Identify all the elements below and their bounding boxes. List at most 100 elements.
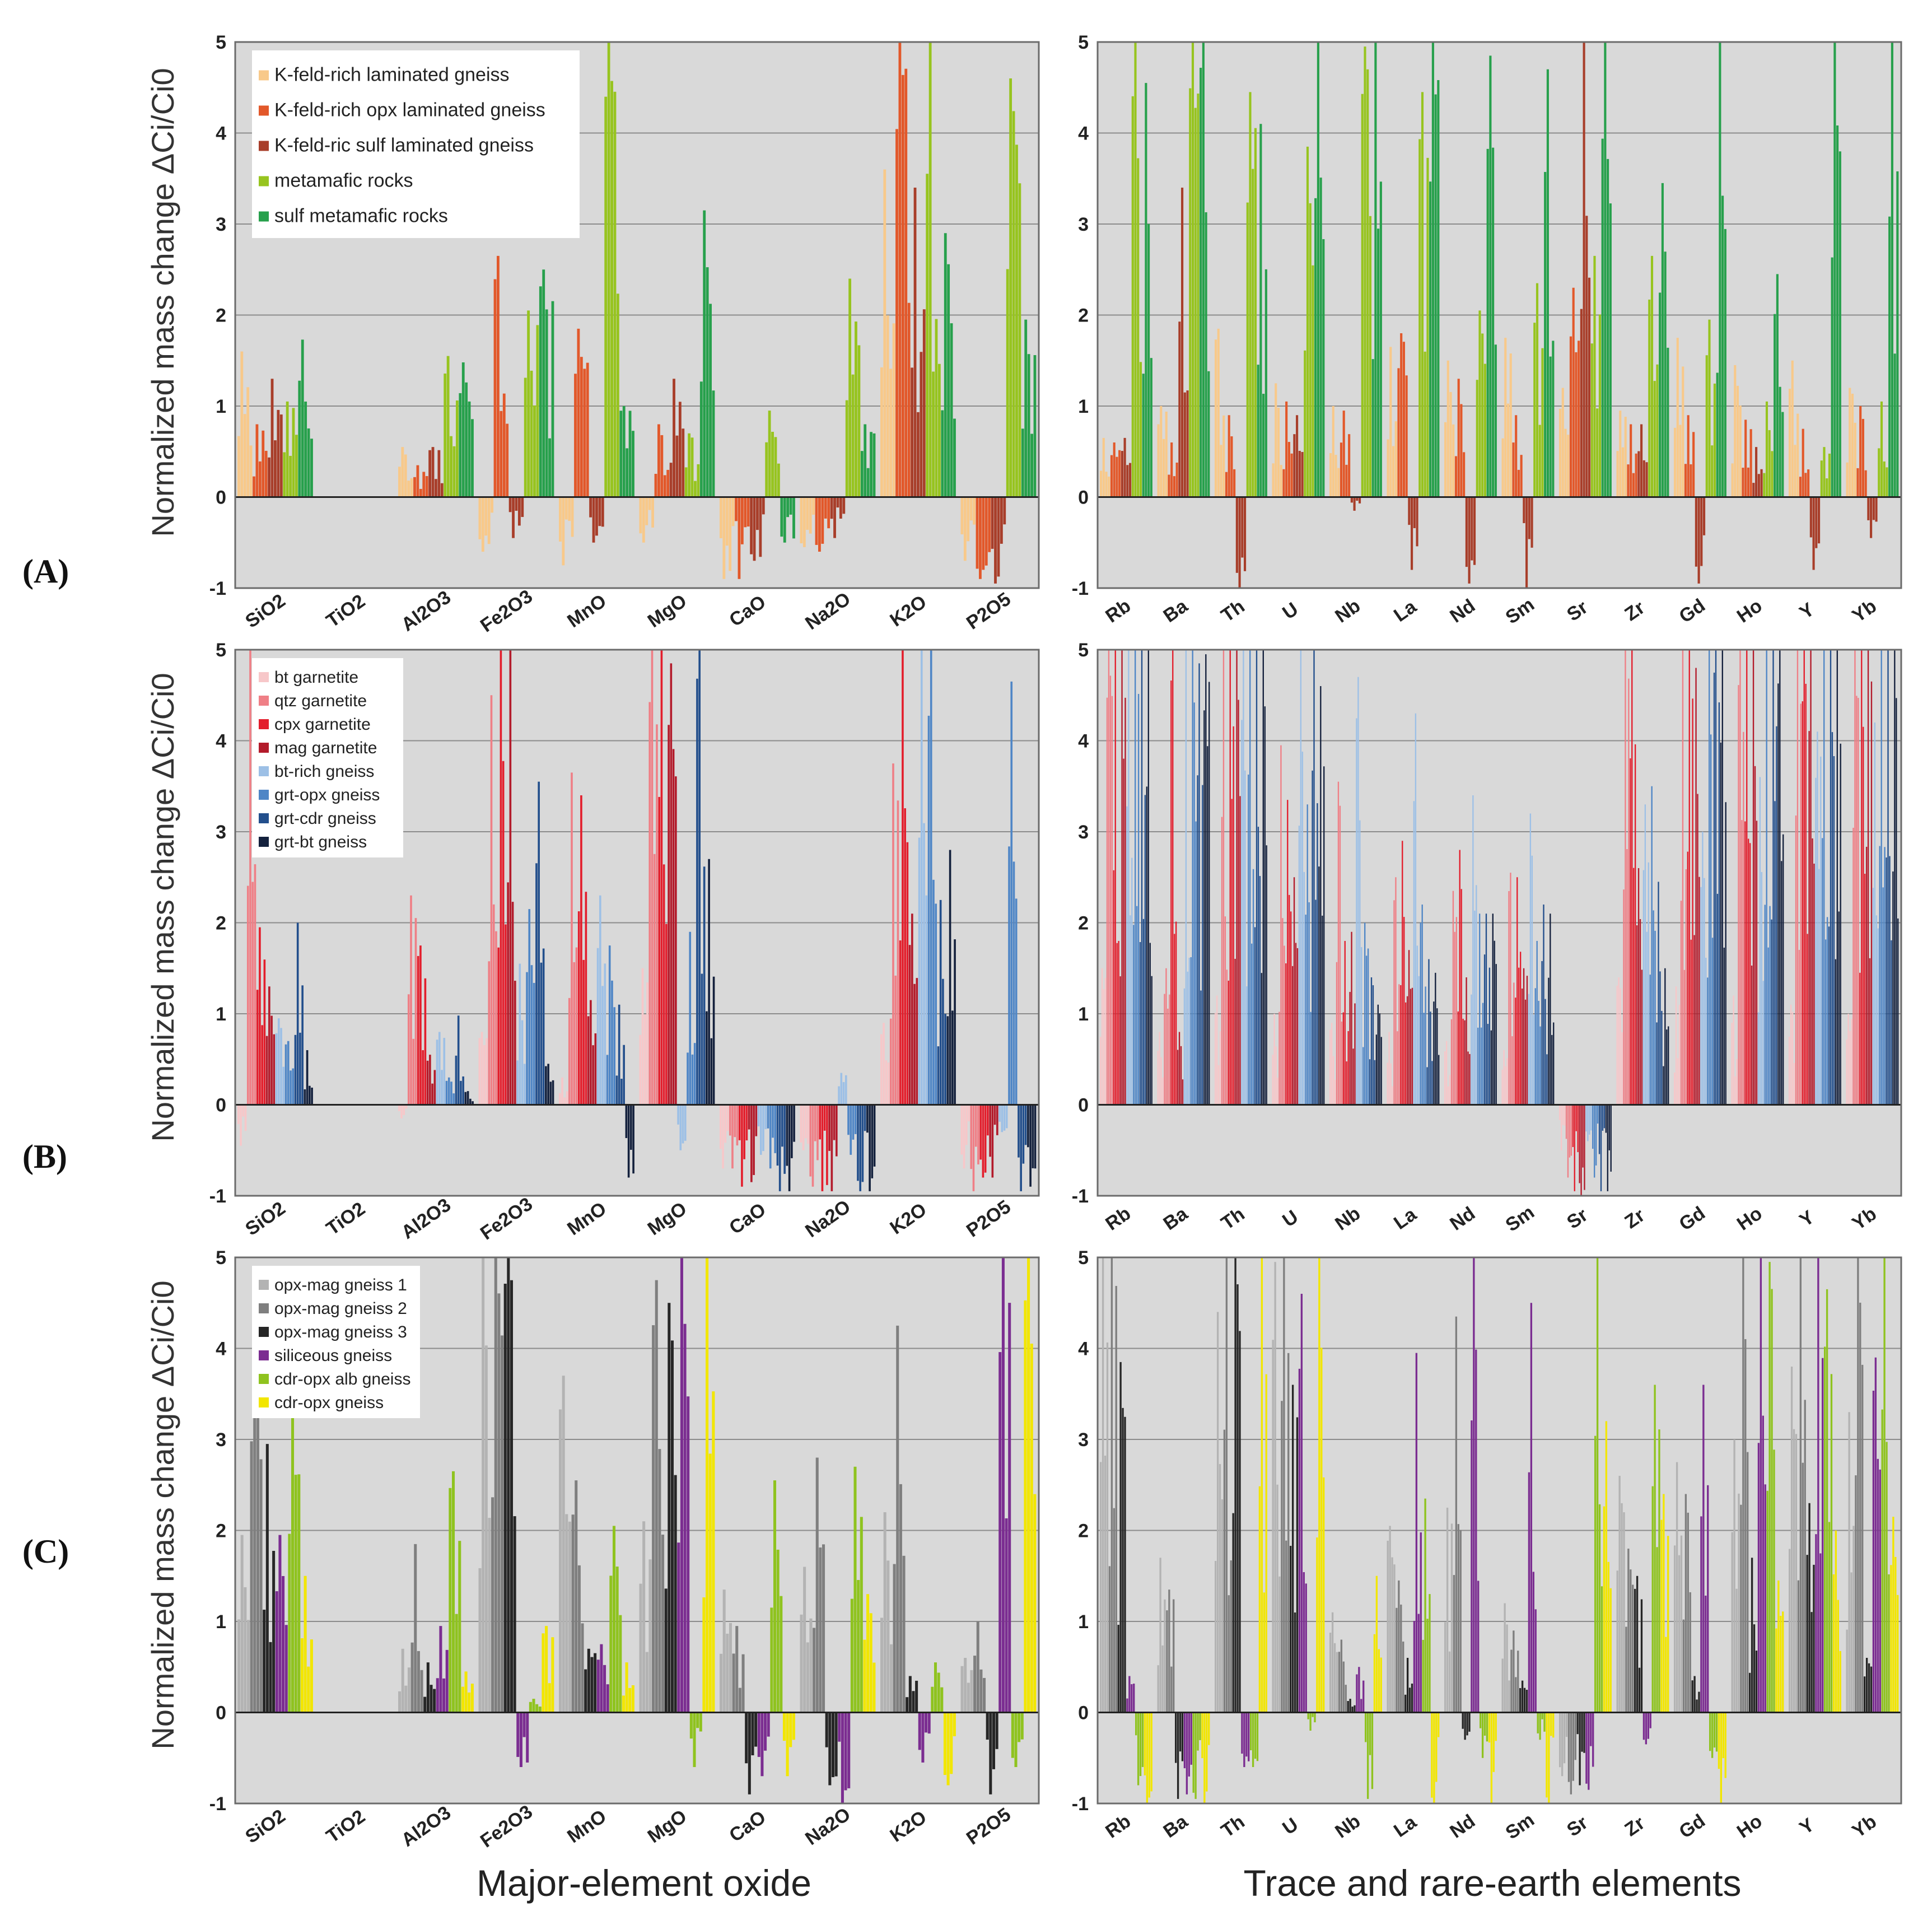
bar-mag-garnetite-y xyxy=(1808,731,1810,1105)
bar-grt-bt-gneiss-cao xyxy=(791,1104,793,1158)
bar-k-feld-rich-opx-laminated-gneiss-la xyxy=(1400,333,1403,497)
bar-sulf-metamafic-rocks-al2o3 xyxy=(465,382,468,497)
x-tick-tio2: TiO2 xyxy=(323,590,369,632)
bar-opx-mag-gneiss-2-p2o5 xyxy=(979,1669,983,1713)
bar-cpx-garnetite-fe2o3 xyxy=(497,947,500,1105)
bar-sulf-metamafic-rocks-fe2o3 xyxy=(548,438,551,497)
bar-k-feld-rich-opx-laminated-gneiss-sio2 xyxy=(264,450,268,497)
bar-grt-bt-gneiss-y xyxy=(1835,959,1837,1105)
bar-opx-mag-gneiss-3-k2o xyxy=(906,1697,909,1713)
bar-cpx-garnetite-mgo xyxy=(662,864,665,1105)
bar-opx-mag-gneiss-2-nd xyxy=(1457,1524,1459,1713)
bar-opx-mag-gneiss-3-mno xyxy=(587,1648,590,1713)
bar-grt-bt-gneiss-sm xyxy=(1550,913,1551,1105)
bar-sulf-metamafic-rocks-ba xyxy=(1200,68,1202,497)
bar-siliceous-gneiss-sm xyxy=(1528,1472,1530,1713)
bar-metamafic-rocks-zr xyxy=(1648,299,1651,497)
bar-sulf-metamafic-rocks-mgo xyxy=(699,381,703,497)
bar-cdr-opx-gneiss-p2o5 xyxy=(1024,1300,1027,1713)
bar-k-feld-rich-laminated-gneiss-zr xyxy=(1624,417,1627,497)
bar-bt-rich-gneiss-rb xyxy=(1128,650,1130,1105)
bar-opx-mag-gneiss-2-gd xyxy=(1687,1512,1689,1713)
bar-opx-mag-gneiss-1-u xyxy=(1276,1484,1278,1713)
bar-bt-rich-gneiss-th xyxy=(1246,986,1248,1105)
bar-opx-mag-gneiss-3-sr xyxy=(1576,1712,1579,1735)
bar-bt-rich-gneiss-la xyxy=(1415,713,1417,1105)
bar-opx-mag-gneiss-2-zr xyxy=(1630,1569,1632,1713)
bar-mag-garnetite-mgo xyxy=(670,663,673,1105)
bar-grt-opx-gneiss-na2o xyxy=(850,1104,852,1155)
bar-sulf-metamafic-rocks-nb xyxy=(1379,181,1382,497)
bar-grt-bt-gneiss-p2o5 xyxy=(1027,1104,1029,1148)
bar-siliceous-gneiss-ho xyxy=(1757,1443,1760,1713)
bar-k-feld-rich-laminated-gneiss-sr xyxy=(1564,428,1567,497)
bar-sulf-metamafic-rocks-na2o xyxy=(870,432,872,497)
bar-k-feld-rich-laminated-gneiss-mno xyxy=(559,497,562,542)
bar-k-feld-ric-sulf-laminated-gneiss-fe2o3 xyxy=(521,497,524,518)
bar-sulf-metamafic-rocks-la xyxy=(1429,181,1432,497)
legend-swatch-grt-cdr-gneiss xyxy=(259,813,269,823)
bar-opx-mag-gneiss-3-ho xyxy=(1751,1558,1753,1713)
bar-metamafic-rocks-la xyxy=(1426,157,1429,497)
legend-label-bt-garnetite: bt garnetite xyxy=(274,668,358,687)
legend-swatch-k-feld-ric-sulf-laminated-gneiss xyxy=(259,141,269,151)
bar-grt-opx-gneiss-th xyxy=(1249,650,1251,1105)
bar-opx-mag-gneiss-2-fe2o3 xyxy=(501,1335,504,1713)
bar-bt-rich-gneiss-mgo xyxy=(677,1104,679,1125)
bar-bt-garnetite-al2o3 xyxy=(400,1104,403,1118)
bar-opx-mag-gneiss-2-u xyxy=(1287,1353,1290,1713)
bar-k-feld-rich-opx-laminated-gneiss-sio2 xyxy=(258,461,262,497)
bar-grt-bt-gneiss-ba xyxy=(1205,654,1207,1105)
bar-opx-mag-gneiss-1-p2o5 xyxy=(970,1670,973,1713)
bar-metamafic-rocks-th xyxy=(1252,169,1254,497)
bar-bt-garnetite-nb xyxy=(1334,1079,1336,1105)
bar-cpx-garnetite-na2o xyxy=(821,1104,824,1191)
bar-bt-rich-gneiss-na2o xyxy=(844,1075,847,1105)
bar-bt-rich-gneiss-sio2 xyxy=(275,1033,278,1105)
bar-cdr-opx-alb-gneiss-ho xyxy=(1768,1262,1771,1713)
bar-opx-mag-gneiss-3-sm xyxy=(1523,1688,1526,1713)
bar-siliceous-gneiss-cao xyxy=(757,1712,760,1757)
bar-metamafic-rocks-ba xyxy=(1197,94,1200,497)
bar-opx-mag-gneiss-1-rb xyxy=(1104,1455,1107,1713)
bar-cdr-opx-alb-gneiss-k2o xyxy=(937,1672,940,1713)
bar-cpx-garnetite-ba xyxy=(1174,934,1175,1105)
bar-grt-opx-gneiss-u xyxy=(1310,1012,1312,1105)
bar-grt-cdr-gneiss-cao xyxy=(781,1104,783,1147)
bar-grt-opx-gneiss-sr xyxy=(1597,1104,1599,1124)
bar-grt-opx-gneiss-nd xyxy=(1477,1027,1479,1105)
bar-k-feld-ric-sulf-laminated-gneiss-k2o xyxy=(913,188,917,497)
bar-cdr-opx-gneiss-sr xyxy=(1605,1421,1608,1713)
x-tick-sm: Sm xyxy=(1502,1201,1538,1236)
bar-cdr-opx-alb-gneiss-fe2o3 xyxy=(535,1704,539,1713)
bar-grt-bt-gneiss-sio2 xyxy=(309,1085,311,1105)
legend-label-grt-cdr-gneiss: grt-cdr gneiss xyxy=(274,809,376,828)
bar-cdr-opx-gneiss-na2o xyxy=(869,1613,872,1713)
bar-bt-rich-gneiss-k2o xyxy=(925,895,928,1105)
bar-cdr-opx-gneiss-ba xyxy=(1208,1712,1210,1745)
bar-bt-garnetite-mno xyxy=(561,1077,563,1105)
bar-metamafic-rocks-sio2 xyxy=(286,401,289,497)
bar-cpx-garnetite-zr xyxy=(1634,744,1636,1105)
bar-grt-bt-gneiss-ba xyxy=(1207,746,1208,1105)
bar-k-feld-ric-sulf-laminated-gneiss-gd xyxy=(1702,497,1706,535)
x-tick-nb: Nb xyxy=(1331,595,1364,627)
bar-qtz-garnetite-na2o xyxy=(814,1104,816,1141)
bar-sulf-metamafic-rocks-th xyxy=(1259,124,1262,497)
bar-mag-garnetite-na2o xyxy=(828,1104,830,1151)
y-tick-label: 1 xyxy=(1078,1004,1089,1025)
bar-bt-garnetite-al2o3 xyxy=(403,1104,405,1115)
bar-bt-rich-gneiss-cao xyxy=(762,1104,764,1152)
bar-metamafic-rocks-mgo xyxy=(690,437,694,497)
bar-grt-opx-gneiss-ba xyxy=(1193,702,1195,1105)
bar-metamafic-rocks-al2o3 xyxy=(450,436,452,497)
bar-k-feld-rich-opx-laminated-gneiss-th xyxy=(1233,469,1236,497)
bar-opx-mag-gneiss-1-zr xyxy=(1621,1503,1623,1713)
bar-grt-cdr-gneiss-nd xyxy=(1485,913,1487,1105)
bar-metamafic-rocks-sio2 xyxy=(292,408,295,497)
bar-mag-garnetite-cao xyxy=(753,1104,755,1175)
bar-sulf-metamafic-rocks-mgo xyxy=(709,304,712,497)
bar-sulf-metamafic-rocks-ba xyxy=(1207,371,1210,497)
bar-cpx-garnetite-th xyxy=(1233,726,1234,1105)
bar-cdr-opx-alb-gneiss-cao xyxy=(773,1480,777,1713)
